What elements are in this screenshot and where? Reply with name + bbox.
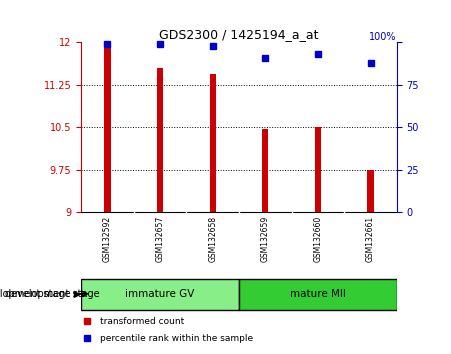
Text: immature GV: immature GV <box>125 289 195 299</box>
Title: GDS2300 / 1425194_a_at: GDS2300 / 1425194_a_at <box>159 28 319 41</box>
Bar <box>315 127 321 212</box>
Text: development stage: development stage <box>5 289 99 299</box>
Bar <box>157 68 163 212</box>
Text: percentile rank within the sample: percentile rank within the sample <box>100 333 253 343</box>
Text: GSM132592: GSM132592 <box>103 216 112 262</box>
Text: GSM132659: GSM132659 <box>261 216 270 262</box>
Text: GSM132657: GSM132657 <box>156 216 165 262</box>
FancyBboxPatch shape <box>81 279 239 310</box>
Bar <box>368 171 374 212</box>
Text: GSM132661: GSM132661 <box>366 216 375 262</box>
Text: GSM132660: GSM132660 <box>313 216 322 262</box>
Bar <box>210 74 216 212</box>
Text: 100%: 100% <box>369 33 397 42</box>
Text: GSM132658: GSM132658 <box>208 216 217 262</box>
Text: development stage ▶: development stage ▶ <box>0 289 81 299</box>
Bar <box>262 129 268 212</box>
Text: transformed count: transformed count <box>100 317 184 326</box>
Text: mature MII: mature MII <box>290 289 346 299</box>
Bar <box>104 44 110 212</box>
FancyBboxPatch shape <box>239 279 397 310</box>
